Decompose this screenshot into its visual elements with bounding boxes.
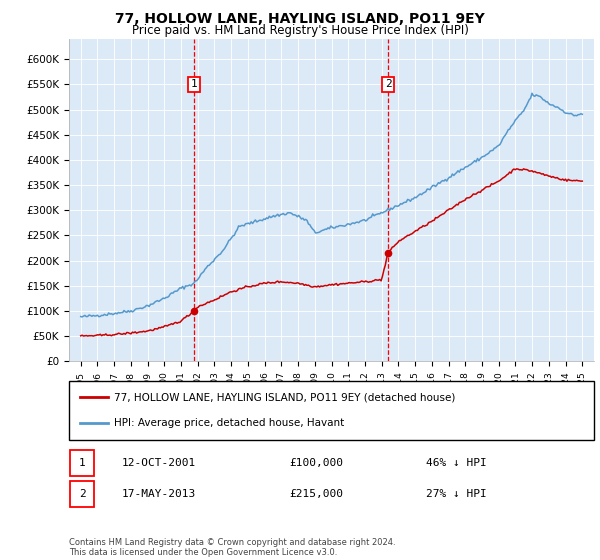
Text: 77, HOLLOW LANE, HAYLING ISLAND, PO11 9EY (detached house): 77, HOLLOW LANE, HAYLING ISLAND, PO11 9E… xyxy=(113,392,455,402)
Text: HPI: Average price, detached house, Havant: HPI: Average price, detached house, Hava… xyxy=(113,418,344,428)
Text: 77, HOLLOW LANE, HAYLING ISLAND, PO11 9EY: 77, HOLLOW LANE, HAYLING ISLAND, PO11 9E… xyxy=(115,12,485,26)
Text: 2: 2 xyxy=(385,80,391,90)
FancyBboxPatch shape xyxy=(69,381,594,440)
Text: 46% ↓ HPI: 46% ↓ HPI xyxy=(426,458,487,468)
Text: Price paid vs. HM Land Registry's House Price Index (HPI): Price paid vs. HM Land Registry's House … xyxy=(131,24,469,36)
Text: £100,000: £100,000 xyxy=(290,458,343,468)
Text: 1: 1 xyxy=(79,458,86,468)
Text: 27% ↓ HPI: 27% ↓ HPI xyxy=(426,489,487,500)
Text: 1: 1 xyxy=(191,80,197,90)
Text: 12-OCT-2001: 12-OCT-2001 xyxy=(121,458,196,468)
FancyBboxPatch shape xyxy=(70,450,94,475)
FancyBboxPatch shape xyxy=(70,482,94,507)
Text: 2: 2 xyxy=(79,489,86,500)
Text: 17-MAY-2013: 17-MAY-2013 xyxy=(121,489,196,500)
Text: Contains HM Land Registry data © Crown copyright and database right 2024.
This d: Contains HM Land Registry data © Crown c… xyxy=(69,538,395,557)
Text: £215,000: £215,000 xyxy=(290,489,343,500)
